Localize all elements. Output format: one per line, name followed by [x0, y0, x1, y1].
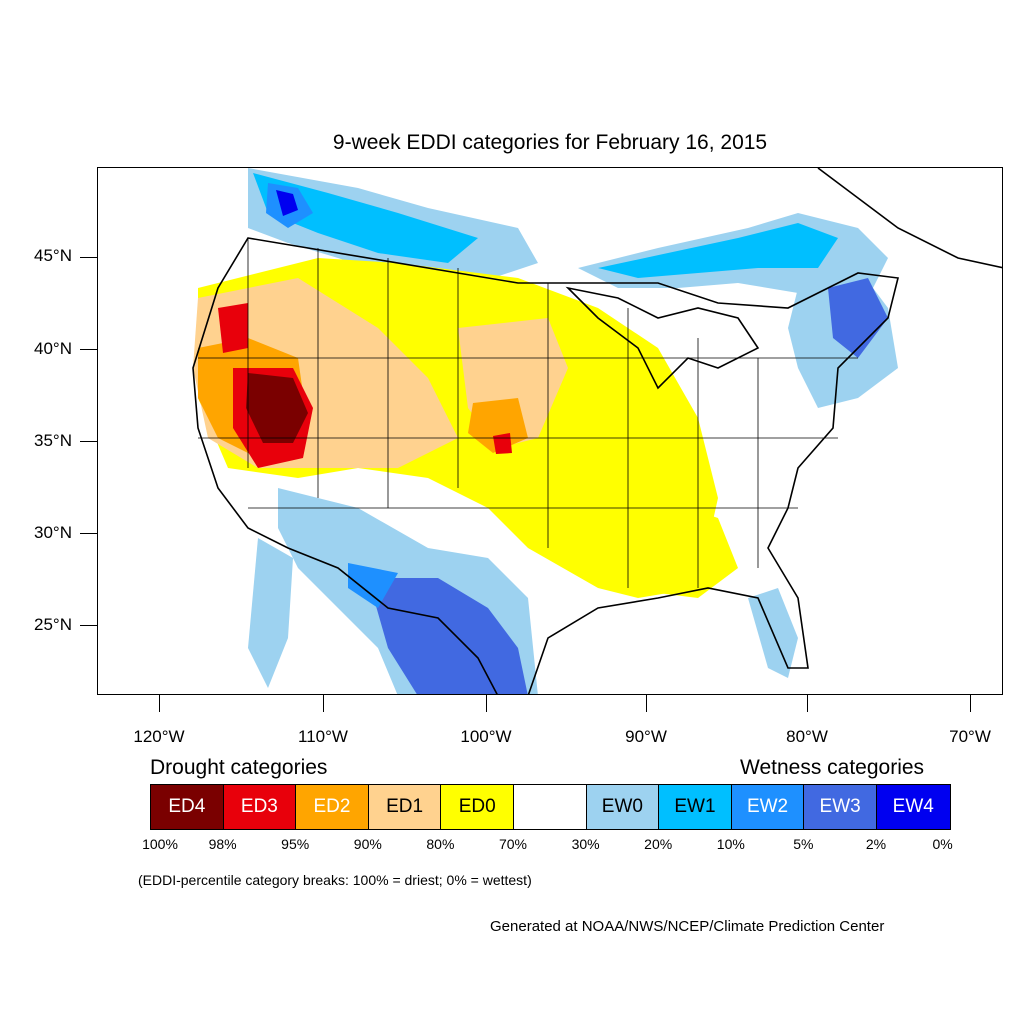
canada-outline — [817, 168, 1002, 269]
lon-tick — [159, 695, 160, 712]
drought-ed2-kansas — [468, 398, 528, 453]
legend-cell-ed1: ED1 — [368, 785, 442, 829]
wetness-regions — [248, 168, 898, 694]
legend-cell-ew4: EW4 — [876, 785, 950, 829]
legend-cell-ed3: ED3 — [223, 785, 297, 829]
credit-line: Generated at NOAA/NWS/NCEP/Climate Predi… — [490, 918, 885, 935]
percentile-label: 5% — [793, 836, 814, 852]
percentile-label: 70% — [498, 836, 528, 852]
wet-region-great-lakes-core — [598, 223, 838, 278]
state-lines — [198, 238, 858, 588]
legend-cell-ew1: EW1 — [659, 785, 732, 829]
drought-ed3-oregon — [218, 303, 248, 353]
drought-regions — [193, 258, 738, 598]
wetness-heading: Wetness categories — [740, 756, 925, 779]
lat-label-40: 40°N — [34, 339, 72, 358]
drought-ed3-kansas — [493, 433, 512, 454]
percentile-label: 98% — [208, 836, 237, 852]
wet-region-texas-edge — [348, 563, 398, 608]
lon-tick — [807, 695, 808, 712]
eddi-map — [192, 168, 1002, 694]
lon-label-70: 70°W — [949, 727, 991, 746]
legend-color-bar: ED4 ED3 ED2 ED1 ED0 EW0 EW1 EW2 EW3 EW4 — [150, 784, 951, 830]
legend-cell-ed0: ED0 — [441, 785, 514, 829]
legend-cell-ew2: EW2 — [731, 785, 805, 829]
drought-heading: Drought categories — [150, 756, 328, 779]
legend-cell-ed2: ED2 — [296, 785, 369, 829]
lon-label-120: 120°W — [133, 727, 185, 746]
lon-label-100: 100°W — [460, 727, 512, 746]
lon-label-80: 80°W — [786, 727, 828, 746]
lon-tick — [486, 695, 487, 712]
percentile-label: 80% — [426, 836, 455, 852]
wet-region-cascades-core — [276, 190, 298, 216]
lat-label-45: 45°N — [34, 246, 72, 265]
lat-label-25: 25°N — [34, 615, 72, 634]
legend-cell-ew3: EW3 — [804, 785, 877, 829]
lat-tick — [80, 257, 97, 258]
legend-cell-ew0: EW0 — [586, 785, 660, 829]
map-title: 9-week EDDI categories for February 16, … — [332, 131, 768, 154]
percentile-label: 90% — [353, 836, 382, 852]
percentile-label: 95% — [281, 836, 310, 852]
wet-region-northwest-core — [253, 173, 478, 263]
lat-tick — [80, 441, 97, 442]
lat-tick — [80, 625, 97, 626]
legend-cell-neutral — [513, 785, 587, 829]
drought-ed0-south — [568, 498, 738, 598]
lat-label-35: 35°N — [34, 431, 72, 450]
lon-tick — [970, 695, 971, 712]
percentile-label: 20% — [644, 836, 673, 852]
lat-tick — [80, 349, 97, 350]
wet-region-texas — [368, 578, 528, 694]
lon-label-110: 110°W — [298, 727, 348, 746]
category-note: (EDDI-percentile category breaks: 100% =… — [138, 872, 532, 888]
percentile-label: 2% — [865, 836, 887, 852]
wet-region-northeast-core — [828, 278, 888, 358]
wet-region-baja — [248, 538, 293, 688]
lon-tick — [646, 695, 647, 712]
drought-ed4-great-basin — [246, 373, 308, 443]
lon-tick — [323, 695, 324, 712]
map-panel[interactable] — [97, 167, 1003, 695]
lon-label-90: 90°W — [625, 727, 667, 746]
lat-tick — [80, 533, 97, 534]
percentile-label: 100% — [142, 836, 178, 852]
percentile-label: 10% — [716, 836, 745, 852]
lat-label-30: 30°N — [34, 523, 72, 542]
percentile-label: 0% — [932, 836, 953, 852]
percentile-label: 30% — [571, 836, 600, 852]
us-outline — [192, 237, 899, 694]
legend-cell-ed4: ED4 — [151, 785, 224, 829]
